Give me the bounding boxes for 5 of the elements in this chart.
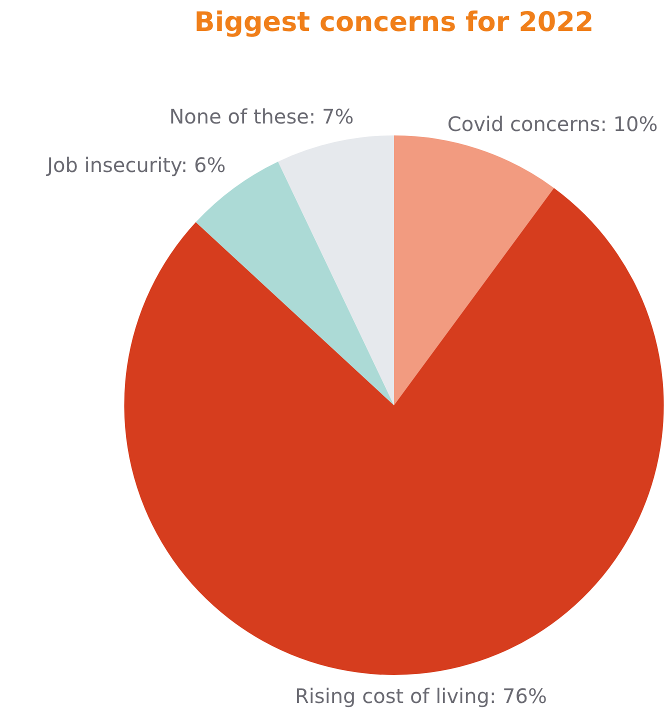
slice-label: Covid concerns: 10% xyxy=(447,112,658,136)
slice-label: Rising cost of living: 76% xyxy=(294,684,548,708)
chart-title: Biggest concerns for 2022 xyxy=(194,7,594,38)
slice-label: Job insecurity: 6% xyxy=(45,152,226,177)
slice-label: None of these: 7% xyxy=(169,104,354,129)
